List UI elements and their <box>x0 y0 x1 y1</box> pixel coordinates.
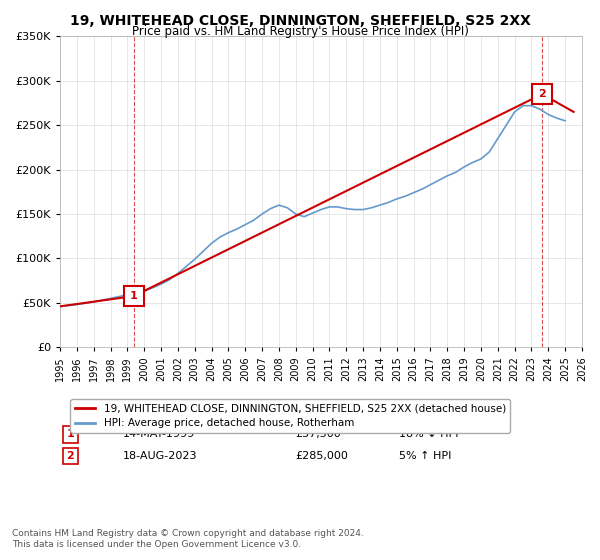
Text: 18% ↓ HPI: 18% ↓ HPI <box>400 429 459 439</box>
Text: Price paid vs. HM Land Registry's House Price Index (HPI): Price paid vs. HM Land Registry's House … <box>131 25 469 38</box>
Legend: 19, WHITEHEAD CLOSE, DINNINGTON, SHEFFIELD, S25 2XX (detached house), HPI: Avera: 19, WHITEHEAD CLOSE, DINNINGTON, SHEFFIE… <box>70 399 510 432</box>
Text: 1: 1 <box>67 429 74 439</box>
Text: 1: 1 <box>130 291 137 301</box>
Text: 19, WHITEHEAD CLOSE, DINNINGTON, SHEFFIELD, S25 2XX: 19, WHITEHEAD CLOSE, DINNINGTON, SHEFFIE… <box>70 14 530 28</box>
Text: 18-AUG-2023: 18-AUG-2023 <box>122 451 197 461</box>
Text: 14-MAY-1999: 14-MAY-1999 <box>122 429 195 439</box>
Text: 5% ↑ HPI: 5% ↑ HPI <box>400 451 452 461</box>
Text: £285,000: £285,000 <box>295 451 348 461</box>
Text: Contains HM Land Registry data © Crown copyright and database right 2024.
This d: Contains HM Land Registry data © Crown c… <box>12 529 364 549</box>
Text: £57,500: £57,500 <box>295 429 341 439</box>
Text: 2: 2 <box>538 89 546 99</box>
Text: 2: 2 <box>67 451 74 461</box>
